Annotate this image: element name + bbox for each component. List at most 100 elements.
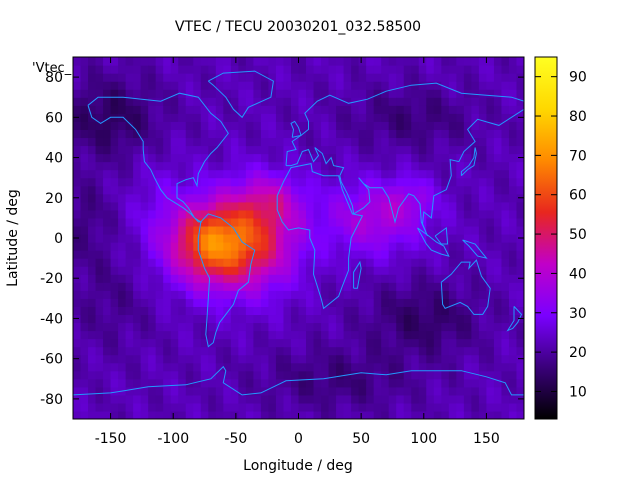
heatmap-cell (290, 394, 300, 404)
heatmap-cell (88, 185, 97, 195)
heatmap-cell (306, 258, 315, 267)
heatmap-cell (448, 378, 457, 388)
heatmap-cell (230, 298, 239, 307)
heatmap-cell (508, 314, 518, 324)
heatmap-cell (170, 57, 179, 66)
heatmap-cell (396, 386, 405, 396)
heatmap-cell (501, 274, 510, 283)
heatmap-cell (268, 362, 277, 372)
heatmap-cell (433, 306, 442, 316)
heatmap-cell (508, 330, 518, 340)
heatmap-cell (381, 169, 390, 179)
heatmap-cell (486, 322, 495, 332)
heatmap-cell (478, 370, 488, 380)
heatmap-cell (358, 225, 367, 235)
heatmap-cell (80, 113, 89, 122)
heatmap-cell (373, 410, 382, 419)
heatmap-cell (95, 121, 104, 130)
heatmap-cell (448, 346, 457, 356)
heatmap-cell (103, 386, 112, 396)
heatmap-cell (298, 217, 307, 227)
heatmap-cell (343, 386, 352, 396)
heatmap-cell (200, 105, 209, 114)
heatmap-cell (230, 322, 239, 332)
heatmap-cell (336, 338, 345, 348)
heatmap-cell (328, 402, 337, 412)
heatmap-cell (290, 306, 300, 316)
heatmap-cell (508, 274, 518, 283)
heatmap-cell (471, 57, 480, 66)
heatmap-cell (208, 298, 217, 307)
heatmap-cell (185, 258, 194, 267)
heatmap-cell (366, 370, 375, 380)
heatmap-cell (230, 201, 239, 211)
heatmap-cell (223, 169, 232, 179)
heatmap-cell (80, 145, 89, 155)
heatmap-cell (238, 57, 247, 66)
heatmap-cell (148, 65, 157, 74)
heatmap-cell (321, 193, 330, 203)
heatmap-cell (441, 161, 450, 171)
heatmap-cell (275, 145, 285, 155)
heatmap-cell (441, 209, 450, 219)
heatmap-cell (501, 242, 510, 251)
heatmap-cell (185, 314, 194, 324)
heatmap-cell (95, 89, 104, 98)
heatmap-cell (125, 97, 134, 106)
heatmap-cell (418, 113, 427, 122)
heatmap-cell (388, 330, 397, 340)
heatmap-cell (328, 282, 337, 291)
heatmap-cell (388, 274, 397, 283)
heatmap-cell (155, 193, 164, 203)
heatmap-cell (373, 346, 382, 356)
heatmap-cell (358, 266, 367, 275)
heatmap-cell (486, 338, 495, 348)
heatmap-cell (193, 354, 202, 364)
heatmap-cell (275, 161, 285, 171)
heatmap-cell (290, 314, 300, 324)
heatmap-cell (396, 209, 405, 219)
heatmap-cell (73, 137, 82, 147)
heatmap-cell (170, 314, 179, 324)
colorbar-tick-label: 10 (569, 384, 587, 400)
heatmap-cell (155, 105, 164, 114)
heatmap-cell (456, 81, 465, 90)
heatmap-cell (95, 177, 104, 187)
heatmap-cell (73, 298, 82, 307)
heatmap-cell (253, 201, 262, 211)
heatmap-cell (125, 250, 134, 259)
y-tick-label: 60 (45, 110, 63, 126)
heatmap-cell (321, 298, 330, 307)
heatmap-cell (486, 410, 495, 419)
heatmap-cell (245, 290, 254, 299)
heatmap-cell (215, 161, 224, 171)
heatmap-cell (471, 386, 480, 396)
heatmap-cell (208, 217, 217, 227)
heatmap-cell (411, 410, 420, 419)
heatmap-cell (185, 217, 194, 227)
heatmap-cell (501, 201, 510, 211)
heatmap-cell (403, 201, 412, 211)
heatmap-cell (185, 137, 194, 147)
heatmap-cell (125, 57, 134, 66)
heatmap-cell (508, 97, 518, 106)
heatmap-cell (448, 113, 457, 122)
heatmap-cell (396, 378, 405, 388)
heatmap-cell (418, 386, 427, 396)
heatmap-cell (268, 225, 277, 235)
heatmap-cell (456, 306, 465, 316)
heatmap-cell (215, 314, 224, 324)
heatmap-cell (516, 121, 524, 130)
heatmap-cell (253, 129, 262, 139)
heatmap-cell (411, 209, 420, 219)
heatmap-cell (283, 105, 292, 114)
heatmap-cell (140, 362, 149, 372)
heatmap-cell (478, 225, 488, 235)
heatmap-cell (80, 81, 89, 90)
heatmap-cell (148, 73, 157, 82)
heatmap-cell (155, 161, 164, 171)
heatmap-cell (508, 354, 518, 364)
heatmap-cell (373, 250, 382, 259)
heatmap-cell (155, 410, 164, 419)
heatmap-cell (396, 370, 405, 380)
